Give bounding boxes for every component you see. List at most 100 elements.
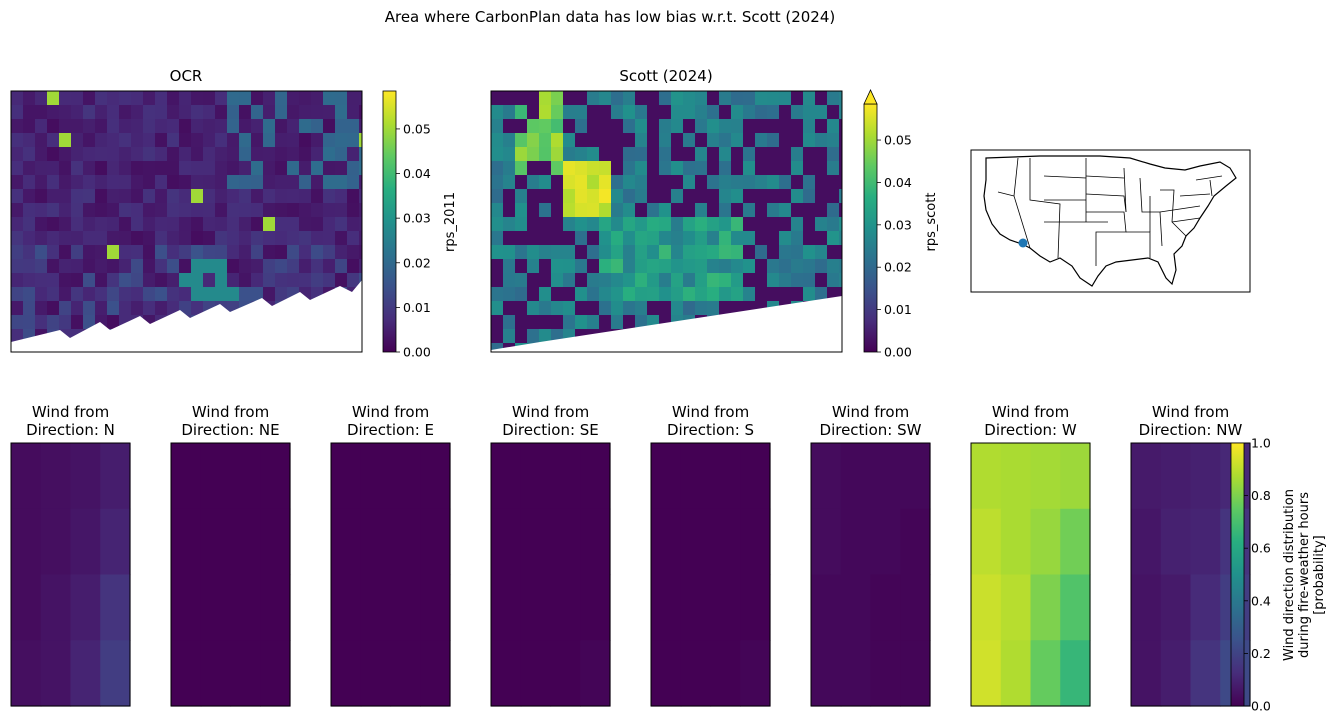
scott-raster-cell [659,119,672,134]
wind-panel-frame [330,442,451,707]
ocr-raster-cell [167,203,180,218]
scott-raster-cell [755,231,768,246]
scott-raster-cell [587,301,600,316]
ocr-raster-cell [239,189,252,204]
scott-raster-cell [587,203,600,218]
wind-colorbar-label-line2: during fire-weather hours [1297,492,1312,658]
ocr-raster-cell [335,231,348,246]
scott-raster-cell [659,175,672,190]
scott-raster-cell [791,203,804,218]
ocr-raster-cell [191,147,204,162]
ocr-raster-cell [203,161,216,176]
wind-cell [870,443,901,510]
ocr-raster-cell [59,203,72,218]
ocr-raster-cell [359,245,362,260]
wind-cell [710,443,741,510]
scott-raster-cell [695,203,708,218]
ocr-raster-cell [83,273,96,288]
scott-tick-label: 0.01 [884,302,912,317]
scott-raster-cell [671,161,684,176]
scott-raster-cell [515,189,528,204]
ocr-raster-cell [299,189,312,204]
scott-raster-cell [755,161,768,176]
wind-cell [200,640,232,707]
scott-raster-cell [563,287,576,302]
wind-cell [840,443,872,510]
scott-raster-cell [647,175,660,190]
ocr-raster-cell [59,133,72,148]
scott-raster-cell [695,105,708,120]
wind-cell [870,640,901,707]
scott-raster-cell [563,105,576,120]
scott-tick-label: 0.04 [884,175,912,190]
wind-panel-title-line2: Direction: SW [820,421,922,439]
scott-heatmap [491,91,842,352]
scott-raster-cell [611,133,624,148]
scott-raster-cell [659,203,672,218]
scott-raster-cell [623,119,636,134]
ocr-raster-cell [47,217,60,232]
wind-cell [811,574,842,641]
wind-panel-frame [10,442,131,707]
scott-raster-cell [803,231,816,246]
ocr-raster-cell [203,147,216,162]
ocr-raster-cell [215,91,228,106]
wind-colorbar-group: 0.0 0.2 0.4 0.6 0.8 1.0 Wind direction distri… [1230,436,1327,714]
ocr-raster-cell [95,175,108,190]
scott-raster-cell [539,203,552,218]
wind-cell [1131,443,1162,510]
ocr-raster-cell [119,119,132,134]
ocr-raster-cell [83,161,96,176]
wind-cell [550,640,581,707]
ocr-raster-cell [311,189,324,204]
ocr-raster-cell [143,105,156,120]
ocr-raster-cell [131,231,144,246]
ocr-raster-cell [131,147,144,162]
scott-raster-cell [731,273,744,288]
ocr-raster-cell [287,133,300,148]
scott-raster-cell [695,259,708,274]
wind-cell [11,640,42,707]
scott-raster-cell [719,273,732,288]
ocr-tick-label: 0.00 [403,345,431,360]
ocr-raster-cell [179,119,192,134]
scott-raster-cell [527,203,540,218]
ocr-raster-cell [359,147,362,162]
wind-cell [870,508,901,576]
scott-raster-cell [731,133,744,148]
scott-raster-cell [647,189,660,204]
ocr-raster-cell [251,287,264,302]
ocr-raster-cell [359,161,362,176]
ocr-raster-cell [191,175,204,190]
ocr-raster-cell [191,133,204,148]
ocr-raster-cell [23,231,36,246]
ocr-raster-cell [335,189,348,204]
scott-raster-cell [659,287,672,302]
scott-raster-cell [539,217,552,232]
scott-raster-cell [827,133,840,148]
wind-cell [1190,574,1221,641]
scott-raster-cell [743,203,756,218]
ocr-raster-cell [47,273,60,288]
ocr-raster-cell [11,259,24,274]
ocr-raster-cell [323,189,336,204]
scott-raster-cell [623,259,636,274]
ocr-raster-cell [83,147,96,162]
ocr-raster-cell [215,119,228,134]
scott-raster-cell [527,133,540,148]
scott-raster-cell [743,231,756,246]
ocr-raster-cell [107,231,120,246]
ocr-raster-cell [95,119,108,134]
ocr-raster-cell [227,119,240,134]
ocr-raster-cell [59,105,72,120]
ocr-raster-cell [131,133,144,148]
scott-raster-cell [515,133,528,148]
scott-raster-cell [503,105,516,120]
ocr-raster-cell [311,217,324,232]
wind-cell [171,640,202,707]
scott-raster-cell [791,119,804,134]
scott-raster-cell [635,147,648,162]
